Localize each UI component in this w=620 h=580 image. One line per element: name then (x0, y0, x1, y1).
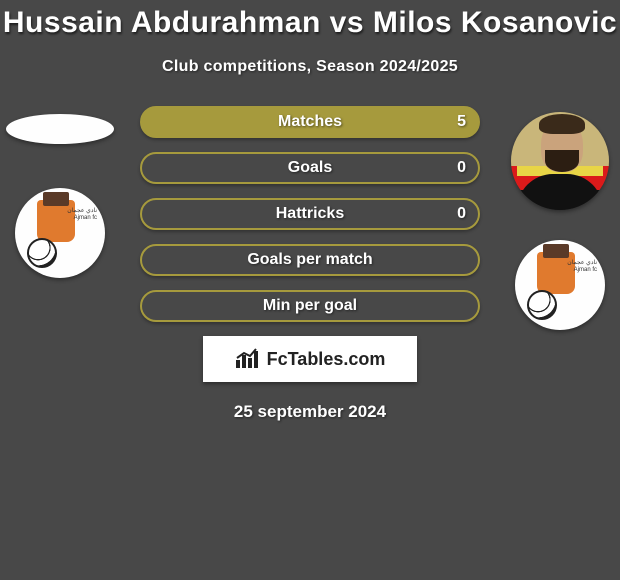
stat-row: Hattricks0 (140, 198, 480, 230)
stat-value-right: 0 (457, 159, 466, 177)
football-icon (27, 238, 57, 268)
date-text: 25 september 2024 (0, 402, 620, 422)
comparison-content: نادي عجمانAjman fc نادي عجمانAjman fc Ma… (0, 106, 620, 422)
right-player-column: نادي عجمانAjman fc (500, 106, 620, 330)
left-player-column: نادي عجمانAjman fc (0, 106, 120, 278)
stat-value-right: 0 (457, 205, 466, 223)
stat-row: Matches5 (140, 106, 480, 138)
brand-text: FcTables.com (267, 349, 386, 370)
brand-badge[interactable]: FcTables.com (203, 336, 417, 382)
page-title: Hussain Abdurahman vs Milos Kosanovic (0, 0, 620, 40)
stat-label: Goals (142, 159, 478, 177)
club-name-text: نادي عجمانAjman fc (67, 208, 97, 221)
right-player-photo (511, 112, 609, 210)
bar-chart-icon (235, 348, 261, 370)
left-club-badge: نادي عجمانAjman fc (15, 188, 105, 278)
subtitle: Club competitions, Season 2024/2025 (0, 58, 620, 76)
stat-label: Matches (142, 113, 478, 131)
stat-label: Hattricks (142, 205, 478, 223)
club-name-text: نادي عجمانAjman fc (567, 260, 597, 273)
stat-row: Goals per match (140, 244, 480, 276)
football-icon (527, 290, 557, 320)
stat-value-right: 5 (457, 113, 466, 131)
stat-label: Min per goal (142, 297, 478, 315)
club-tower-icon (543, 244, 569, 258)
club-tower-icon (43, 192, 69, 206)
stat-row: Goals0 (140, 152, 480, 184)
stats-list: Matches5Goals0Hattricks0Goals per matchM… (140, 106, 480, 322)
right-club-badge: نادي عجمانAjman fc (515, 240, 605, 330)
stat-row: Min per goal (140, 290, 480, 322)
stat-label: Goals per match (142, 251, 478, 269)
left-player-avatar-placeholder (6, 114, 114, 144)
